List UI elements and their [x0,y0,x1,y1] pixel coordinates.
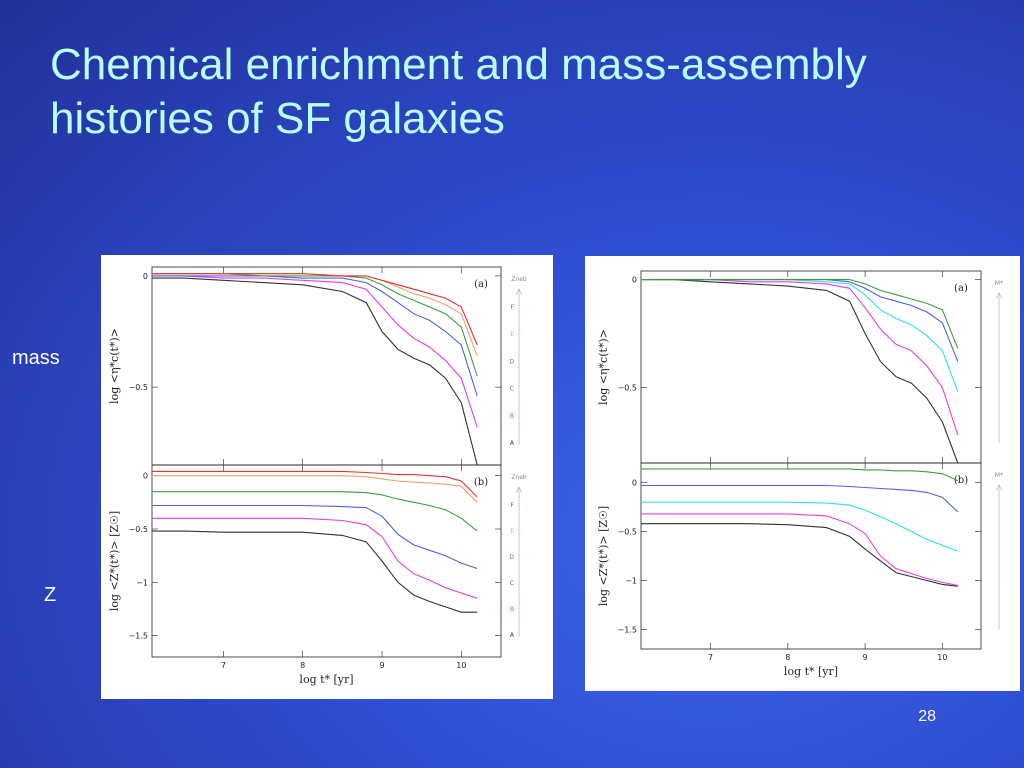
x-axis-label: log t* [yr] [299,673,353,686]
x-tick-label: 8 [785,653,790,662]
series-line-c [152,275,478,397]
legend-label-b: B [510,413,514,420]
legend-title: Zneb [511,474,527,481]
legend-label-a: A [510,440,515,447]
plot-frame [640,270,982,464]
series-line-1 [641,279,959,436]
y-tick-label: −0.5 [129,525,148,534]
y-tick-label: 0 [632,479,637,488]
row-label-mass: mass [12,347,60,369]
series-line-a [152,530,478,613]
figure-left: 0 −0.5 log <η*c(t*)> (a) Zneb F E D C B A 0 −0.5 −1 −1… [101,255,553,699]
legend-label-e: E [510,528,514,535]
legend-label-f: F [511,304,515,311]
figure-right-svg: 0 −0.5 log <η*c(t*)> (a) M* 0 −0.5 −1 −1.5 7 8 9 10 l… [597,270,1003,678]
panel-tag: (a) [954,283,968,294]
legend-title: M* [995,280,1003,287]
y-tick-label: −0.5 [618,528,637,537]
slide-number: 28 [918,708,936,725]
y-tick-label: −1.5 [618,625,637,634]
legend-label-a: A [510,632,515,639]
y-tick-label: −1 [136,578,148,587]
plot-frame [151,464,502,658]
legend-label-b: B [510,606,514,613]
y-tick-label: 0 [143,272,148,281]
legend-label-e: E [510,331,514,338]
series-line-3 [641,279,959,362]
series-line-d [152,273,478,377]
series-line-b [152,275,478,428]
legend-arrow-head [515,486,523,494]
y-axis-label: log <η*c(t*)> [597,329,610,405]
x-tick-label: 7 [221,661,226,670]
row-label-metallicity: Z [44,584,57,606]
panel-tag: (a) [474,279,488,290]
legend-arrow-head [995,292,1003,300]
plot-panel-right-bottom: 0 −0.5 −1 −1.5 7 8 9 10 log t* [yr] log <Z*(t*)> … [597,462,1003,678]
legend-arrow-head [515,288,523,296]
legend-label-c: C [510,580,514,587]
series-line-e [152,475,478,503]
legend-label-d: D [509,554,514,561]
y-tick-label: −1.5 [129,632,148,641]
series-line-2 [641,279,959,392]
legend-title: M* [995,472,1003,479]
x-axis-label: log t* [yr] [784,665,838,678]
series-line-4 [641,468,959,482]
x-tick-label: 10 [456,661,466,670]
plot-panel-left-bottom: 0 −0.5 −1 −1.5 7 8 9 10 log t* [yr] log <Z*(t*)> … [108,464,527,686]
y-tick-label: −0.5 [618,383,637,392]
legend: M* [995,472,1003,629]
legend-arrow-head [995,484,1003,492]
panel-tag: (b) [954,475,968,486]
y-axis-label: log <η*c(t*)> [108,328,121,404]
x-tick-label: 9 [863,653,868,662]
legend: M* [995,280,1003,443]
legend: Zneb F E D C B A [509,474,527,639]
y-tick-label: −1 [625,576,637,585]
series-line-0 [641,523,958,587]
plot-panel-right-top: 0 −0.5 log <η*c(t*)> (a) M* [597,270,1003,464]
series-line-b [152,517,478,599]
series-line-3 [641,484,959,513]
series-line-4 [641,279,959,349]
plot-frame [151,266,502,466]
y-tick-label: 0 [143,472,148,481]
legend-label-d: D [509,358,514,365]
x-tick-label: 8 [300,661,305,670]
y-tick-label: 0 [632,276,637,285]
figure-left-svg: 0 −0.5 log <η*c(t*)> (a) Zneb F E D C B A 0 −0.5 −1 −1… [108,266,527,686]
y-axis-label: log <Z*(t*)> [Z☉] [597,506,610,606]
plot-frame [640,462,982,650]
series-line-c [152,504,478,570]
slide-title: Chemical enrichment and mass-assembly hi… [50,40,867,143]
plot-panel-left-top: 0 −0.5 log <η*c(t*)> (a) Zneb F E D C B A [108,266,527,466]
legend-title: Zneb [511,276,527,283]
series-line-a [152,277,478,466]
series-line-f [152,273,478,346]
legend: Zneb F E D C B A [509,276,527,447]
series-line-f [152,470,478,498]
y-axis-label: log <Z*(t*)> [Z☉] [108,511,121,611]
x-tick-label: 9 [379,661,384,670]
series-line-0 [641,279,959,464]
series-line-1 [641,513,958,586]
legend-label-f: F [511,502,515,509]
x-tick-label: 10 [937,653,947,662]
figure-right: 0 −0.5 log <η*c(t*)> (a) M* 0 −0.5 −1 −1.5 7 8 9 10 l… [585,256,1020,691]
series-line-e [152,273,478,357]
y-tick-label: −0.5 [129,383,148,392]
panel-tag: (b) [474,477,488,488]
series-line-2 [641,501,958,552]
series-line-d [152,491,478,532]
legend-label-c: C [510,386,514,393]
x-tick-label: 7 [708,653,713,662]
